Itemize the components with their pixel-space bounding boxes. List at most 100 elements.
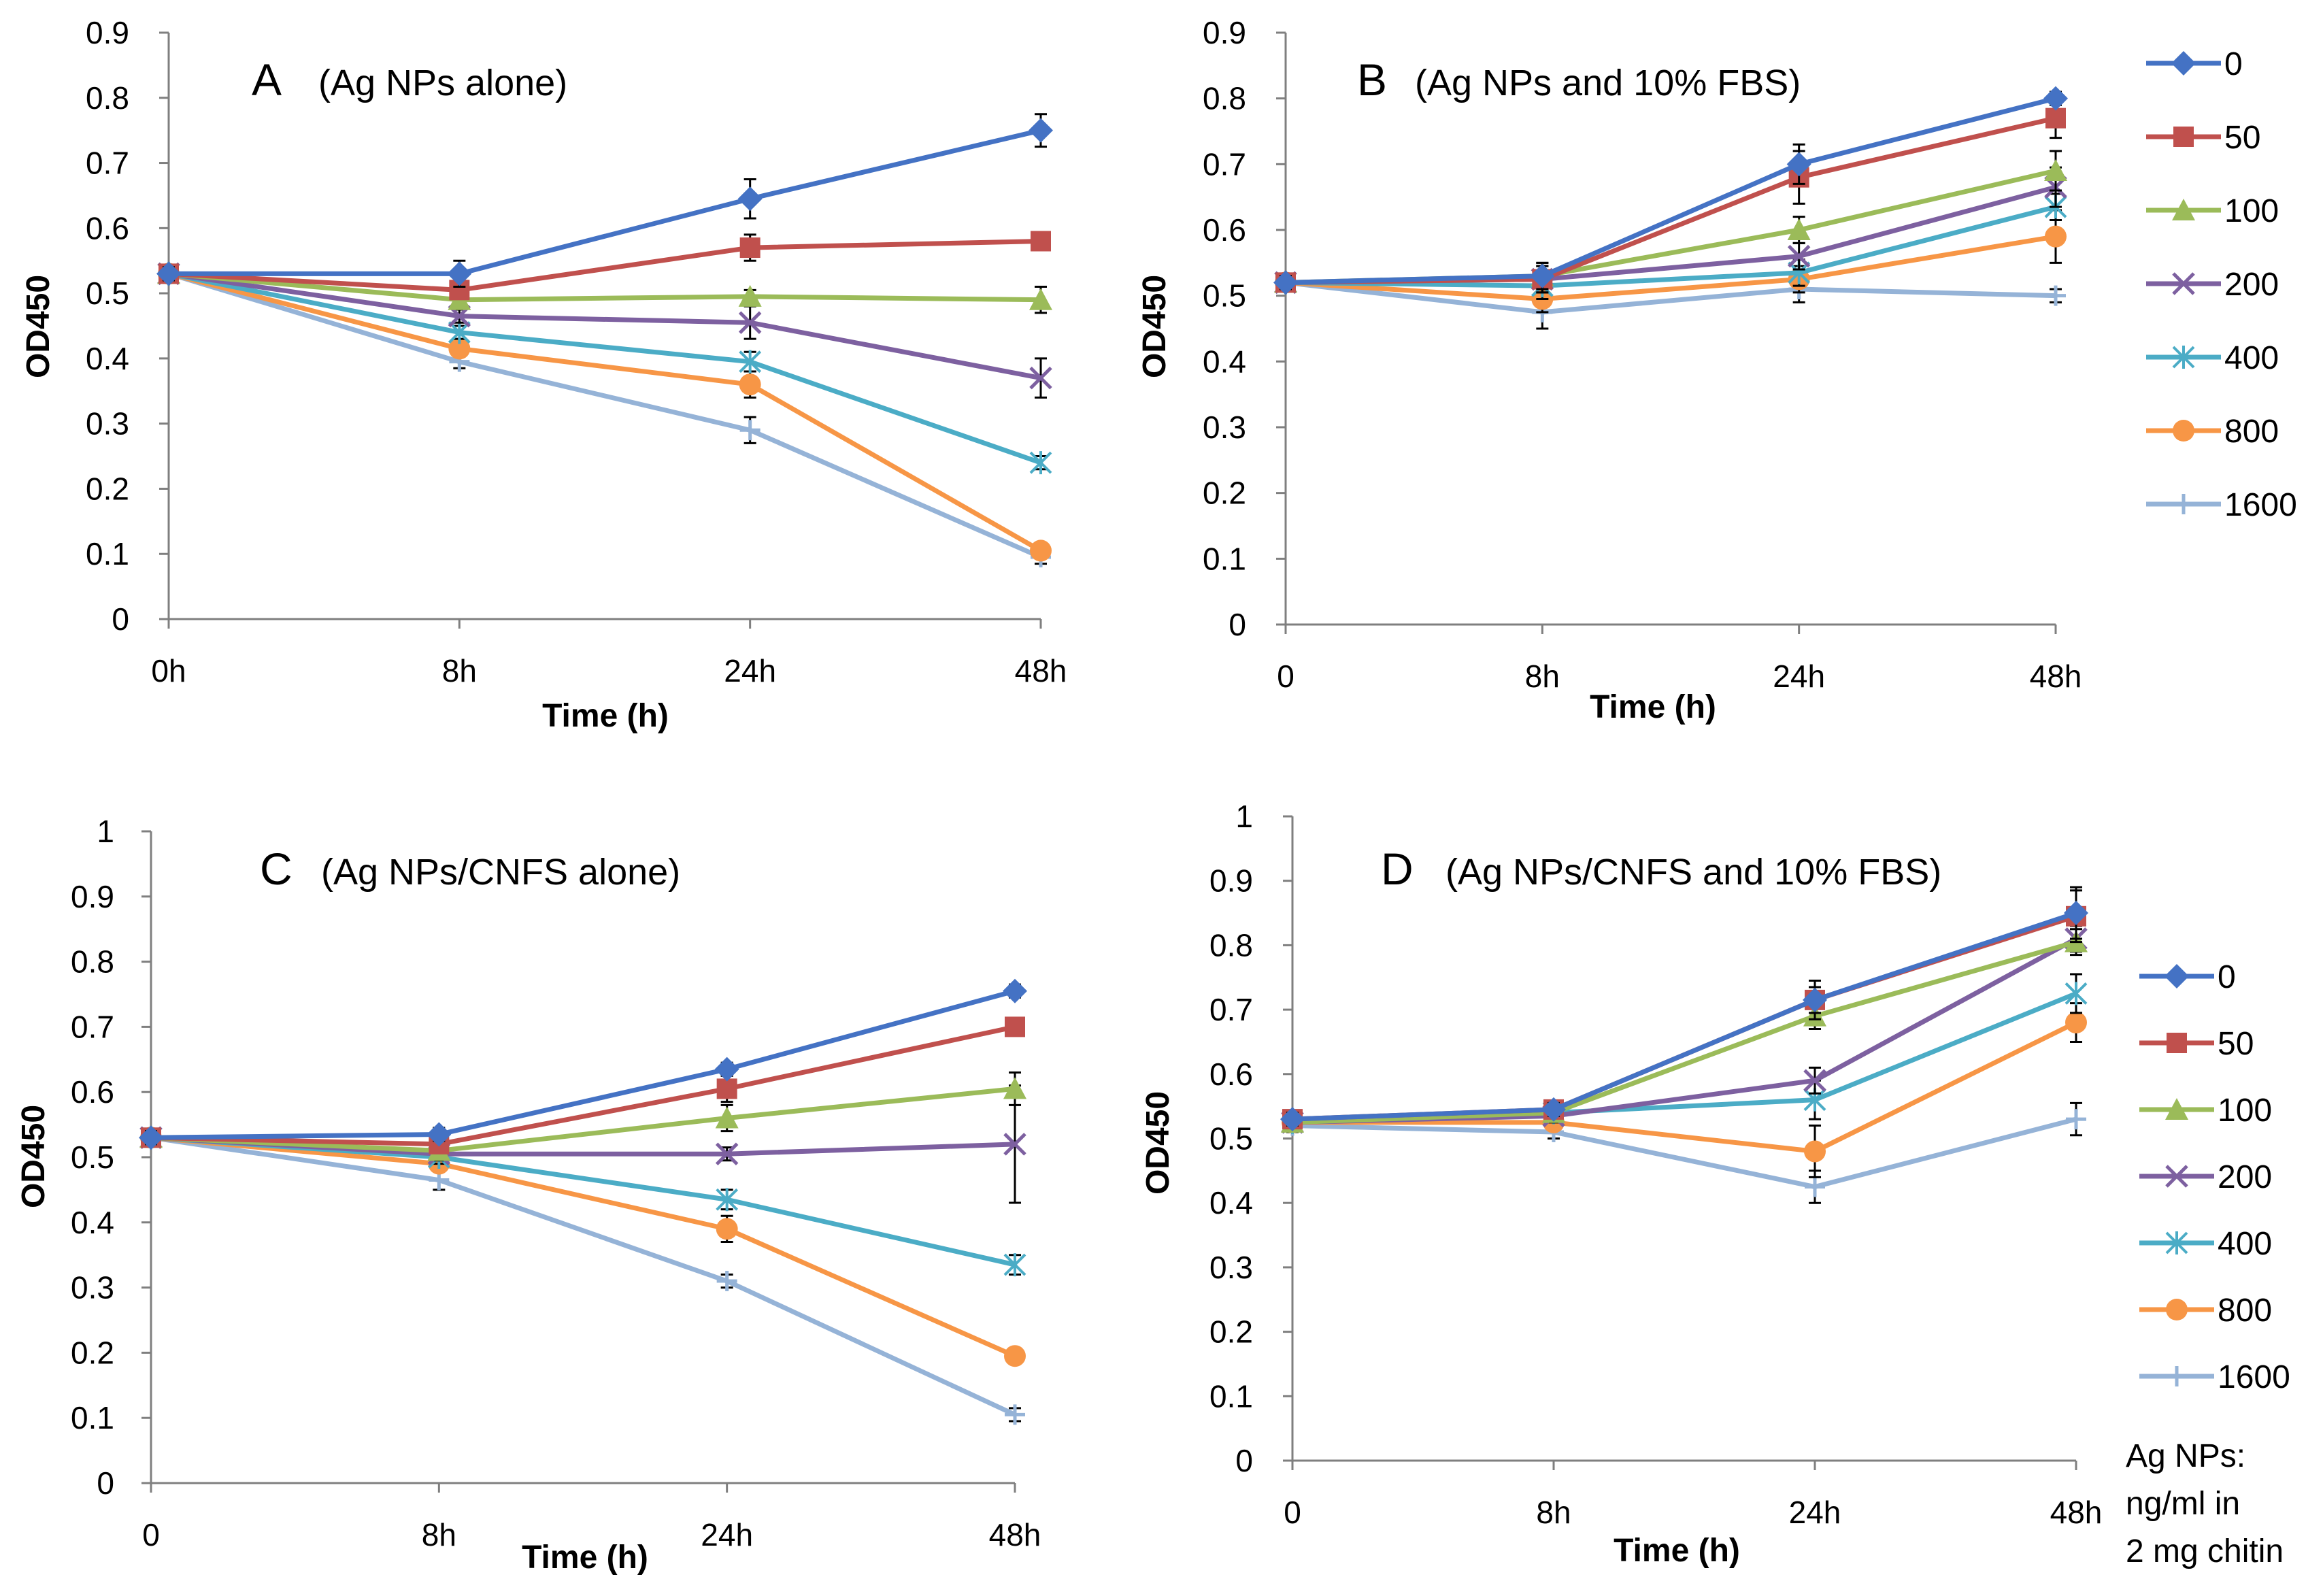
series-line <box>150 1024 1016 1147</box>
legend-bottom: 0 50 100 200 400 800 1600 <box>2139 959 2290 1395</box>
data-point <box>1541 1097 1566 1122</box>
series-line <box>168 271 1042 465</box>
y-tick-label: 1 <box>1235 799 1253 834</box>
data-point <box>739 237 761 259</box>
y-tick-label: 0.4 <box>1209 1185 1253 1220</box>
series-line <box>1292 940 2077 1125</box>
legend-marker <box>2165 1231 2188 1254</box>
series-0 <box>1280 886 2088 1132</box>
y-tick-label: 0.3 <box>71 1270 114 1306</box>
data-point <box>715 1142 739 1165</box>
series-100 <box>1281 928 2088 1133</box>
panel-title: (Ag NPs and 10% FBS) <box>1415 63 1801 103</box>
series-line <box>1292 910 2077 1122</box>
data-point <box>427 1122 452 1147</box>
series-800 <box>140 1127 1026 1367</box>
legend-label: 50 <box>2218 1026 2254 1062</box>
data-point <box>1029 118 1053 143</box>
legend-marker <box>2167 1033 2187 1053</box>
data-point <box>739 350 762 373</box>
y-tick-label: 0.8 <box>1203 81 1246 116</box>
data-point <box>2045 285 2066 306</box>
data-point <box>1787 218 1811 240</box>
y-tick-label: 0.5 <box>1203 278 1246 314</box>
panel-c: 0 0.1 0.2 0.3 0.4 0.5 0.6 0.7 0.8 0.9 1 0 8h 24h 48h Ti… <box>16 814 1041 1576</box>
legend-entry-0: 0 <box>2139 959 2236 995</box>
legend-entry-200: 200 <box>2146 267 2279 303</box>
legend-entry-100: 100 <box>2146 193 2279 229</box>
panel-letter: B <box>1357 54 1387 105</box>
data-point <box>1029 366 1052 390</box>
x-tick-label: 0h <box>151 653 186 688</box>
y-tick-label: 0.3 <box>1209 1250 1253 1285</box>
legend-marker <box>2173 420 2194 442</box>
series-0 <box>1273 86 2068 295</box>
y-tick-label: 0.5 <box>86 276 129 311</box>
y-tick-label: 0 <box>1229 607 1246 642</box>
data-point <box>1003 1077 1026 1099</box>
data-point <box>2064 901 2088 926</box>
panel-letter: D <box>1381 844 1414 894</box>
y-tick-label: 0.6 <box>71 1074 114 1110</box>
y-tick-label: 0 <box>97 1465 114 1501</box>
panel-letter: C <box>260 844 293 894</box>
series-line <box>168 238 1041 293</box>
y-axis-label: OD450 <box>16 1105 52 1208</box>
legend-marker <box>2173 127 2194 147</box>
x-tick-label: 24h <box>1773 659 1825 694</box>
series-line <box>167 271 1042 560</box>
y-tick-label: 0.5 <box>71 1140 114 1175</box>
data-point <box>1273 270 1298 295</box>
legend-label: 200 <box>2218 1159 2272 1195</box>
y-tick-label: 0.1 <box>71 1400 114 1435</box>
x-tick-label: 0 <box>1277 659 1294 694</box>
x-tick-label: 48h <box>2050 1495 2103 1530</box>
legend-note-line-3: 2 mg chitin <box>2126 1533 2284 1569</box>
series-200 <box>157 262 1052 399</box>
data-point <box>716 1218 738 1240</box>
panel-title: (Ag NPs/CNFS alone) <box>321 852 680 893</box>
y-tick-label: 0.7 <box>1203 146 1246 182</box>
series-line <box>150 1135 1016 1417</box>
x-tick-label: 48h <box>989 1517 1041 1552</box>
legend-entry-400: 400 <box>2146 340 2279 376</box>
legend-marker <box>2172 272 2195 295</box>
legend-label: 100 <box>2218 1093 2272 1129</box>
data-point <box>1803 987 1827 1012</box>
x-tick-label: 48h <box>1015 653 1067 688</box>
data-point <box>2043 86 2068 111</box>
legend-label: 0 <box>2218 959 2236 995</box>
data-point <box>739 420 761 441</box>
data-point <box>2044 159 2067 181</box>
legend-marker <box>2167 1366 2187 1386</box>
series-1600 <box>158 263 1051 568</box>
series-line <box>1292 991 2077 1125</box>
y-tick-label: 0.7 <box>86 146 129 181</box>
y-tick-label: 0.2 <box>1209 1314 1253 1350</box>
y-tick-label: 0.7 <box>1209 992 1253 1027</box>
y-tick-label: 0 <box>1235 1443 1253 1478</box>
y-tick-label: 0.3 <box>86 406 129 442</box>
data-point <box>739 373 761 396</box>
legend-entry-1600: 1600 <box>2139 1359 2290 1395</box>
legend-entry-800: 800 <box>2146 414 2279 450</box>
y-tick-label: 0.3 <box>1203 410 1246 445</box>
data-point <box>2066 1109 2086 1130</box>
data-point <box>2065 982 2088 1005</box>
y-axis-label: OD450 <box>1140 1091 1176 1195</box>
data-point <box>1003 1133 1026 1156</box>
series-line <box>1292 914 2077 1122</box>
data-point <box>1804 1140 1826 1163</box>
data-point <box>1005 1016 1025 1037</box>
y-tick-label: 0.8 <box>1209 927 1253 963</box>
legend-entry-50: 50 <box>2146 120 2260 156</box>
data-point <box>1030 539 1052 562</box>
x-tick-label: 24h <box>724 653 776 688</box>
data-point <box>1029 288 1052 310</box>
legend-marker <box>2165 1165 2188 1188</box>
y-tick-label: 0.1 <box>86 536 129 571</box>
data-point <box>714 1057 739 1082</box>
legend-label: 800 <box>2218 1293 2272 1329</box>
series-0 <box>156 113 1053 288</box>
legend-entry-100: 100 <box>2139 1093 2272 1129</box>
